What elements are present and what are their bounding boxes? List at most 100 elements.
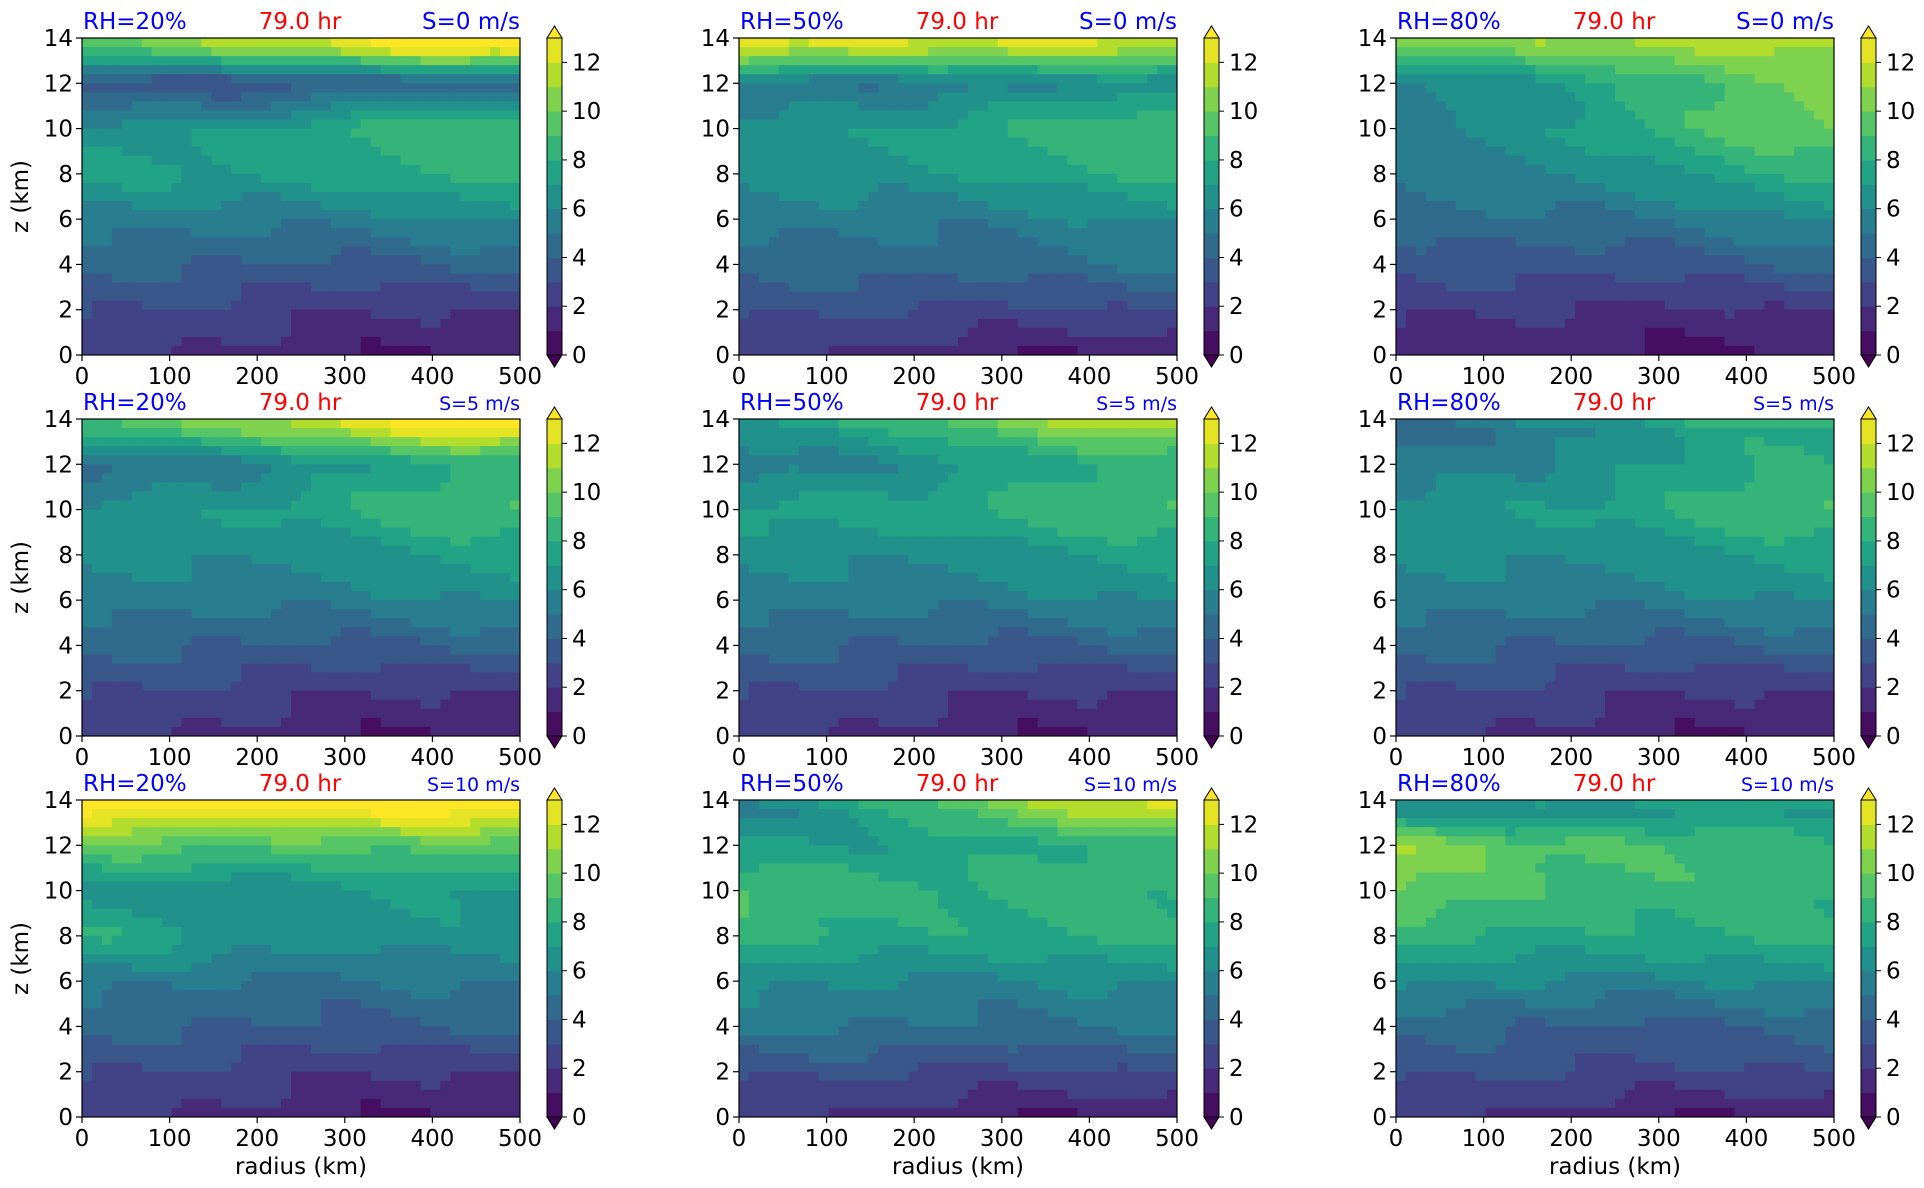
contour-cell xyxy=(1794,128,1805,139)
contour-cell xyxy=(918,56,929,66)
contour-cell xyxy=(370,101,382,112)
contour-cell xyxy=(291,146,302,157)
contour-cell xyxy=(778,74,790,84)
contour-cell xyxy=(1684,318,1696,329)
contour-cell xyxy=(1505,219,1517,229)
contour-cell xyxy=(1624,128,1636,139)
contour-cell xyxy=(878,38,889,48)
contour-cell xyxy=(1137,237,1148,247)
contour-cell xyxy=(908,137,919,148)
contour-cell xyxy=(828,219,840,229)
contour-cell xyxy=(101,173,113,184)
contour-cell xyxy=(1435,201,1447,211)
contour-cell xyxy=(1624,47,1636,57)
contour-cell xyxy=(918,38,929,48)
contour-cell xyxy=(91,155,103,166)
contour-cell xyxy=(241,173,252,184)
contour-cell xyxy=(828,255,840,266)
contour-cell xyxy=(350,237,362,247)
contour-cell xyxy=(131,309,143,320)
contour-cell xyxy=(241,164,252,175)
contour-cell xyxy=(390,101,402,112)
contour-cell xyxy=(748,146,760,157)
contour-cell xyxy=(748,173,760,184)
contour-cell xyxy=(1157,137,1168,148)
contour-cell xyxy=(1624,164,1636,175)
contour-cell xyxy=(420,101,431,112)
contour-cell xyxy=(221,47,232,57)
contour-cell xyxy=(1595,210,1606,220)
contour-cell xyxy=(888,282,899,293)
contour-cell xyxy=(121,83,133,93)
contour-cell xyxy=(1485,38,1497,48)
contour-cell xyxy=(390,56,402,66)
contour-cell xyxy=(1047,155,1059,166)
contour-cell xyxy=(101,726,113,736)
contour-cell xyxy=(1734,300,1745,311)
contour-cell xyxy=(281,38,292,48)
contour-cell xyxy=(500,128,511,139)
colorbar-frame xyxy=(1860,37,1877,356)
contour-cell xyxy=(1097,201,1108,211)
contour-cell xyxy=(928,300,939,311)
contour-cell xyxy=(1714,110,1726,121)
contour-cell xyxy=(1744,336,1755,347)
contour-cell xyxy=(868,74,879,84)
contour-cell xyxy=(898,182,909,193)
contour-cell xyxy=(1515,219,1526,229)
contour-cell xyxy=(1754,38,1765,48)
contour-cell xyxy=(967,128,979,139)
contour-cell xyxy=(1525,137,1536,148)
contour-cell xyxy=(1515,119,1526,130)
contour-cell xyxy=(82,173,93,184)
contour-cell xyxy=(320,65,332,75)
contour-cell xyxy=(191,201,203,211)
contour-cell xyxy=(1047,309,1059,320)
contour-cell xyxy=(291,246,302,256)
contour-cell xyxy=(101,336,113,347)
contour-cell xyxy=(430,228,441,238)
contour-cell xyxy=(1575,336,1586,347)
contour-cell xyxy=(82,210,93,220)
contour-cell xyxy=(121,455,133,465)
contour-cell xyxy=(181,264,193,275)
contour-cell xyxy=(1067,38,1079,48)
contour-cell xyxy=(181,164,193,175)
axes-frame xyxy=(738,37,1178,356)
contour-cell xyxy=(868,336,879,347)
contour-cell xyxy=(768,65,780,75)
contour-cell xyxy=(1814,255,1825,266)
contour-cell xyxy=(1475,210,1487,220)
contour-cell xyxy=(1624,65,1636,75)
contour-cell xyxy=(1654,345,1666,355)
contour-cell xyxy=(101,309,113,320)
contour-cell xyxy=(1137,336,1148,347)
contour-cell xyxy=(1535,173,1546,184)
contour-cell xyxy=(828,264,840,275)
contour-cell xyxy=(808,101,820,112)
colorbar-band xyxy=(547,233,562,258)
contour-cell xyxy=(1027,173,1039,184)
contour-cell xyxy=(967,318,979,329)
contour-cell xyxy=(330,137,342,148)
contour-cell xyxy=(171,47,183,57)
contour-cell xyxy=(330,101,342,112)
contour-cell xyxy=(420,65,431,75)
contour-cell xyxy=(1545,137,1556,148)
contour-cell xyxy=(758,201,770,211)
contour-cell xyxy=(1595,38,1606,48)
contour-cell xyxy=(977,56,989,66)
contour-cell xyxy=(380,146,392,157)
contour-cell xyxy=(1575,327,1586,338)
contour-cell xyxy=(111,119,123,130)
contour-cell xyxy=(758,47,770,57)
contour-cell xyxy=(997,128,1009,139)
contour-cell xyxy=(1784,291,1795,302)
contour-cell xyxy=(1127,264,1138,275)
contour-cell xyxy=(1764,173,1775,184)
contour-cell xyxy=(838,345,850,355)
contour-cell xyxy=(1077,128,1088,139)
contour-cell xyxy=(1595,336,1606,347)
contour-cell xyxy=(748,74,760,84)
contour-cell xyxy=(430,237,441,247)
